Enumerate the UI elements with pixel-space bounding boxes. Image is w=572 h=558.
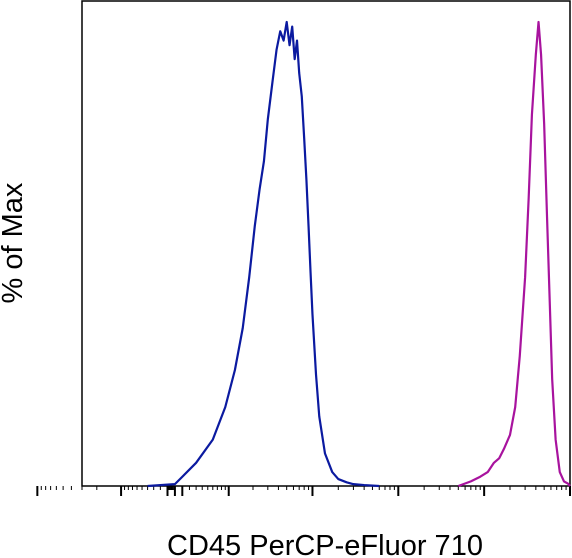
- histogram-series-2: [457, 20, 571, 488]
- x-axis-ticks: [36, 486, 571, 496]
- histogram-series-group: [147, 20, 571, 488]
- y-axis-label: % of Max: [0, 182, 29, 303]
- x-axis-label: CD45 PerCP-eFluor 710: [167, 530, 483, 558]
- plot-frame: [81, 0, 571, 487]
- histogram-series-1: [147, 20, 380, 488]
